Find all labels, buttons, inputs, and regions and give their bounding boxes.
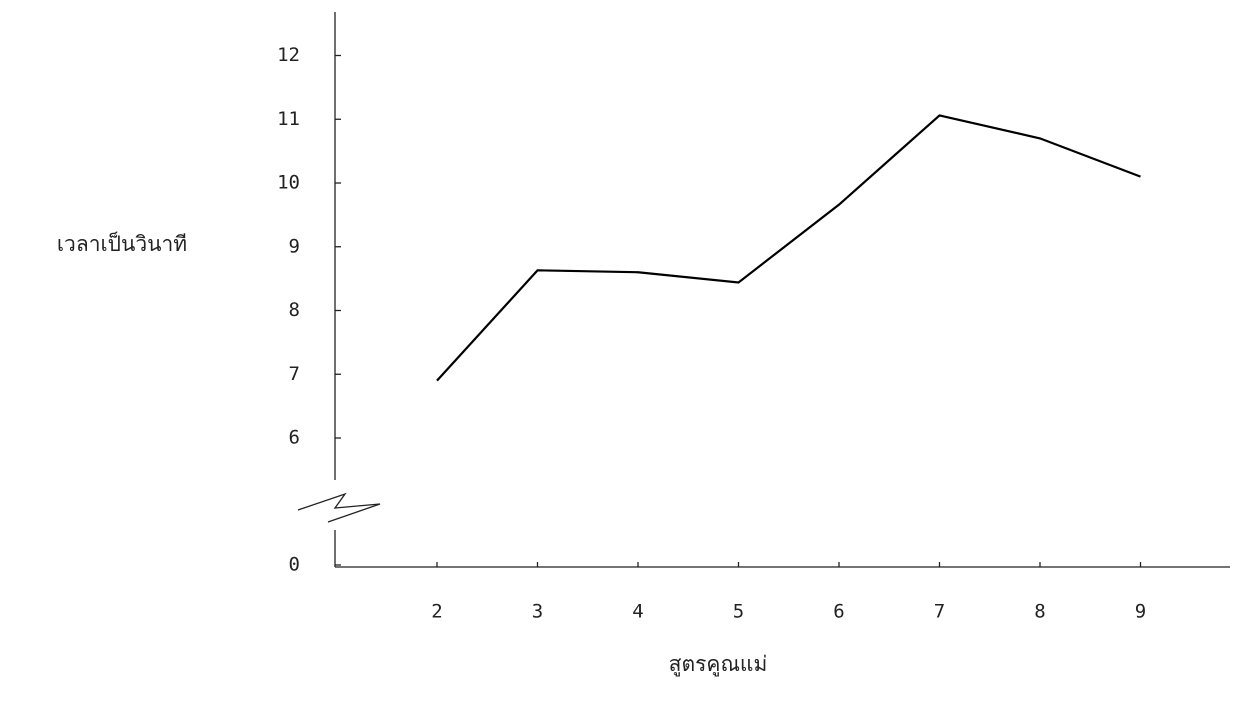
y-tick-label: 0 — [289, 554, 300, 576]
x-tick-label: 2 — [431, 601, 442, 623]
y-tick-label: 6 — [289, 427, 300, 449]
x-tick-label: 6 — [833, 601, 844, 623]
data-line — [437, 115, 1141, 380]
y-tick-label: 8 — [289, 299, 300, 321]
x-tick-label: 7 — [934, 601, 945, 623]
y-tick-label: 9 — [289, 235, 300, 257]
y-tick-label: 10 — [277, 172, 300, 194]
x-tick-label: 9 — [1135, 601, 1146, 623]
x-axis-label: สูตรคูณแม่ — [669, 652, 768, 677]
x-tick-label: 5 — [733, 601, 744, 623]
y-tick-label: 11 — [277, 108, 300, 130]
x-tick-label: 8 — [1034, 601, 1045, 623]
y-tick-label: 7 — [289, 363, 300, 385]
y-axis-label: เวลาเป็นวินาที — [57, 230, 187, 256]
axis-break — [298, 494, 380, 522]
y-tick-label: 12 — [277, 44, 300, 66]
chart: เวลาเป็นวินาที สูตรคูณแม่ 0 6 7 8 9 10 11 12 2 3 4… — [0, 0, 1234, 701]
x-tick-label: 3 — [532, 601, 543, 623]
x-tick-label: 4 — [632, 601, 643, 623]
